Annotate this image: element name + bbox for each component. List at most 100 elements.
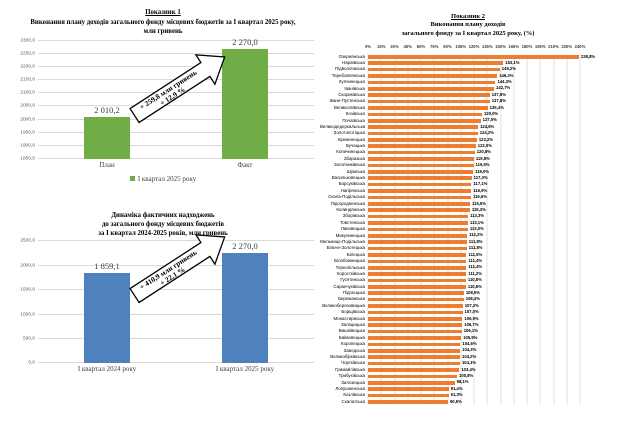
category-label: Збаразька — [343, 155, 365, 161]
bar — [368, 221, 468, 225]
bar-value-label: 104,6% — [462, 341, 477, 347]
category-label: Гусятинська — [340, 277, 365, 283]
bar — [368, 118, 481, 123]
legend-label: І квартал 2025 року — [137, 174, 197, 183]
bar — [368, 278, 466, 283]
y-tick-label: 1850,0 — [20, 156, 35, 162]
category-label: Микулинецька — [335, 232, 365, 238]
hbar-row: Тернопільська 111,4% — [320, 265, 616, 271]
hbar-row: Скориківська 137,8% — [320, 92, 616, 98]
grid-line — [38, 105, 314, 107]
bar — [368, 163, 474, 168]
bar — [368, 189, 472, 193]
hbar-row: Коропецька 104,6% — [320, 341, 616, 347]
bar-value-label: 2 010,2 — [94, 104, 120, 115]
grid-line — [38, 66, 314, 68]
bar — [368, 86, 495, 91]
bar — [368, 291, 464, 296]
category-label: Гримайлівська — [335, 366, 365, 372]
hbar-row: Трибухівська 100,8% — [320, 373, 616, 379]
bar-value-label: 135,4% — [489, 104, 504, 110]
y-tick-label: 0,0 — [28, 360, 35, 366]
bar-track: 111,4% — [368, 258, 580, 264]
hbar-row: Товстенська 113,1% — [320, 220, 616, 226]
bar-track: 106,9% — [368, 316, 580, 322]
y-tick-label: 2000,0 — [20, 117, 35, 123]
bar-value-label: 129,0% — [483, 111, 499, 117]
category-label: Білобожницька — [334, 258, 365, 264]
x-tick-label: 210% — [548, 43, 559, 49]
bar-track: 117,1% — [368, 181, 580, 187]
category-label: Великодедеркальська — [320, 123, 366, 129]
hbar-row: Гусятинська 110,8% — [320, 277, 616, 283]
bar-track: 108,4% — [368, 296, 580, 302]
grid-line — [38, 52, 314, 54]
legend-swatch — [129, 176, 135, 182]
bar — [368, 304, 463, 308]
category-label: Купчинецька — [339, 79, 365, 85]
bar-track: 104,6% — [368, 341, 580, 347]
bar — [368, 355, 461, 359]
bar — [368, 368, 460, 372]
bar-value-label: 124,6% — [480, 123, 495, 129]
category-label: Підволочиська — [335, 66, 365, 72]
hbar-row: Великобірківська 104,2% — [320, 354, 616, 360]
hbar-row: Лановецька 113,0% — [320, 226, 616, 232]
hbar-row: Монастириська 106,9% — [320, 316, 616, 322]
bar-value-label: 123,2% — [478, 136, 494, 142]
bar-track: 146,3% — [368, 73, 580, 79]
chart-title: Виконання плану доходів загального фонду … — [320, 21, 616, 39]
bar-value-label: 111,2% — [468, 270, 482, 276]
hbar-row: Хоростківська 111,2% — [320, 271, 616, 277]
chart-title-line: Динаміка фактичних надходжень — [111, 211, 215, 219]
left-column: Показник 1 Виконання плану доходів загал… — [12, 8, 314, 373]
bar-track: 137,8% — [368, 98, 580, 104]
bar — [368, 387, 449, 391]
bar-value-label: 111,8% — [468, 238, 483, 244]
grid-line — [38, 289, 314, 291]
category-label: Хоростківська — [336, 270, 365, 276]
x-tick-label: 195% — [534, 43, 546, 49]
hbar-row: Микулинецька 112,2% — [320, 233, 616, 239]
bar — [368, 61, 504, 65]
bar — [368, 253, 467, 257]
bar-value-label: 107,2% — [464, 302, 479, 308]
chart-heading: Показник 2 — [451, 13, 485, 20]
y-tick-label: 2050,0 — [20, 103, 35, 109]
hbar-row: Золотниківська 119,5% — [320, 162, 616, 168]
chart-heading: Показник 1 — [145, 9, 181, 16]
y-tick-label: 2000,0 — [20, 263, 35, 269]
bar-track: 127,5% — [368, 118, 580, 124]
bar-track: 111,4% — [368, 265, 580, 271]
bar-value-label: 108,5% — [465, 289, 481, 295]
bar — [368, 112, 482, 117]
hbar-row: Копичинецька 120,8% — [320, 149, 616, 155]
x-tick-label: 60% — [416, 43, 426, 49]
grid-line — [38, 157, 314, 159]
bar-value-label: 106,7% — [464, 321, 479, 327]
grid-line — [38, 118, 314, 120]
bar-track: 110,8% — [368, 284, 580, 290]
bar — [368, 195, 471, 200]
y-tick-label: 2100,0 — [20, 90, 35, 96]
bar-value-label: 105,5% — [463, 334, 478, 340]
hbar-row: Іванівська 142,7% — [320, 86, 616, 92]
bar-track: 153,1% — [368, 60, 580, 66]
bar — [368, 259, 467, 264]
grid-line — [38, 144, 314, 146]
x-tick-label: 15% — [377, 43, 386, 49]
hbar-row: Заліщицька 106,7% — [320, 322, 616, 328]
bar-value-label: 119,5% — [475, 162, 490, 168]
bar-track: 124,2% — [368, 130, 580, 136]
chart-legend: І квартал 2025 року — [12, 175, 314, 183]
hbar-row: Білобожницька 111,4% — [320, 258, 616, 264]
hbar-row: Купчинецька 144,3% — [320, 79, 616, 85]
category-label: Іване-Пустенська — [329, 98, 365, 104]
category-label: Мельнице-Подільська — [320, 238, 365, 244]
bar — [368, 297, 464, 302]
hbar-row: Озернянська 238,8% — [320, 54, 616, 60]
bar-track: 149,2% — [368, 66, 580, 72]
bar-value-label: 2 270,0 — [232, 240, 258, 251]
grid-line — [566, 53, 568, 406]
bar-value-label: 98,1% — [456, 379, 469, 385]
